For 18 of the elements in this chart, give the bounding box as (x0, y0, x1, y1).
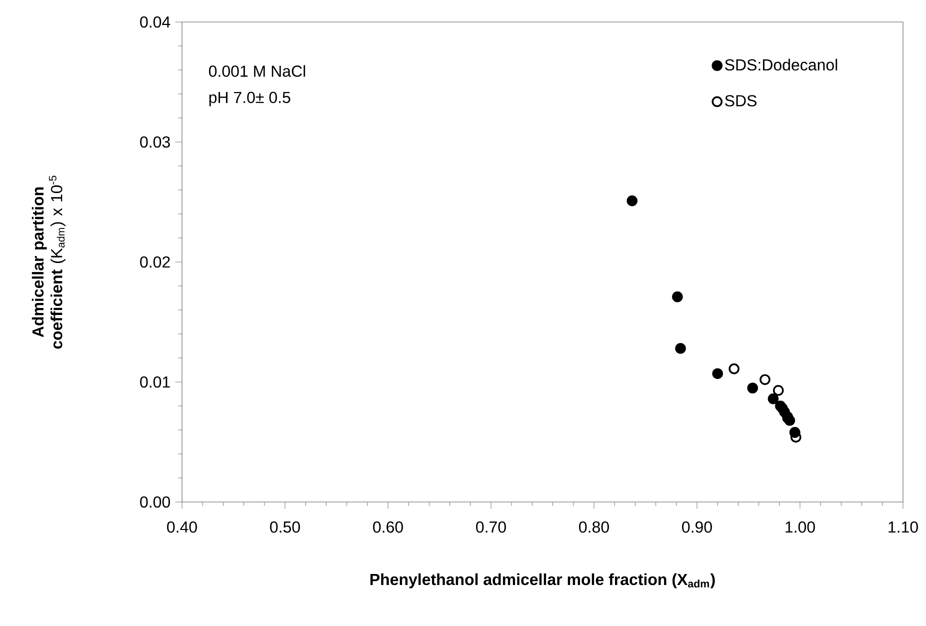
x-tick-label: 0.60 (373, 521, 403, 533)
y-tick-label: 0.04 (140, 16, 170, 28)
annotation: pH 7.0± 0.5 (209, 92, 290, 106)
x-tick-label: 1.00 (786, 521, 815, 533)
x-tick-label: 0.90 (682, 521, 712, 533)
x-tick-label: 0.40 (167, 521, 197, 533)
y-tick-label: 0.01 (140, 376, 170, 388)
x-tick-label: 1.10 (888, 521, 918, 533)
y-tick-label: 0.02 (140, 256, 170, 268)
y-tick-label: 0.03 (140, 136, 170, 148)
x-axis-title: Phenylethanol admicellar mole fraction (X$_{adm}$) (370, 573, 715, 588)
x-tick-label: 0.80 (579, 521, 609, 533)
annotation: 0.001 M NaCl (208, 65, 306, 77)
y-tick-label: 0.00 (140, 496, 170, 508)
legend-label: SDS (725, 95, 756, 106)
x-tick-label: 0.70 (476, 521, 506, 533)
x-tick-label: 0.50 (270, 521, 300, 533)
legend-label: SDS:Dodecanol (725, 58, 838, 71)
